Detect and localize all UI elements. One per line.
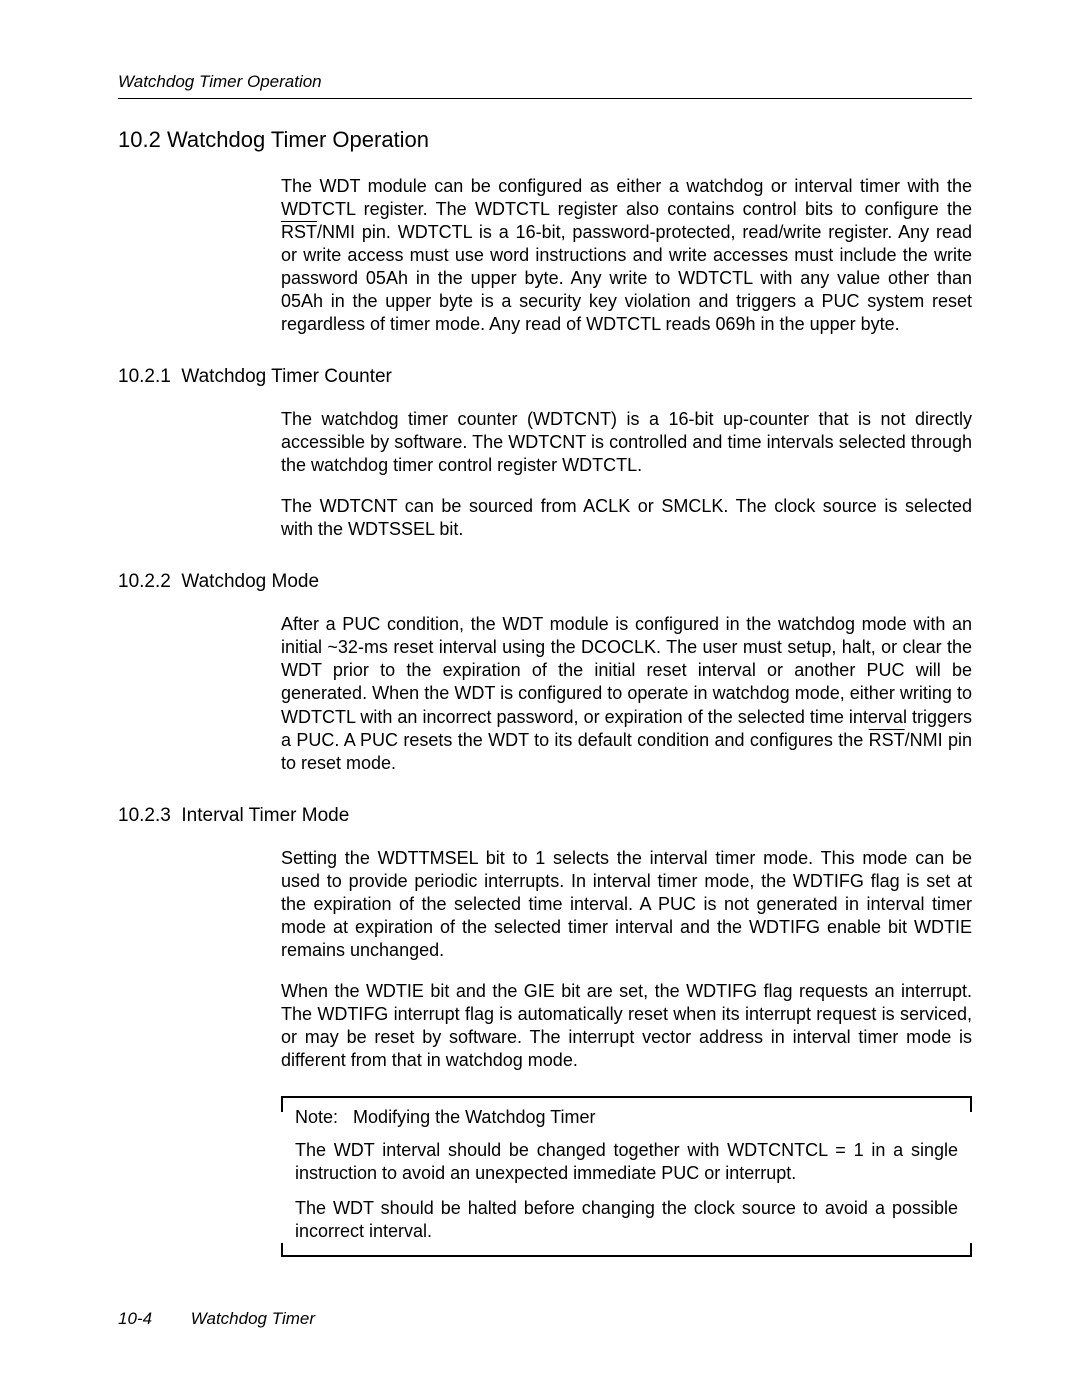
note-border-top	[295, 1096, 958, 1098]
section-title-text: Watchdog Timer Operation	[167, 127, 429, 152]
paragraph: The WDTCNT can be sourced from ACLK or S…	[281, 495, 972, 541]
paragraph: The watchdog timer counter (WDTCNT) is a…	[281, 408, 972, 477]
header-rule	[118, 98, 972, 99]
section-body: The WDT module can be configured as eith…	[281, 175, 972, 336]
page-footer: 10-4 Watchdog Timer	[118, 1309, 315, 1329]
subsection-number: 10.2.1	[118, 366, 171, 387]
intro-text-after: /NMI pin. WDTCTL is a 16-bit, password-p…	[281, 222, 972, 334]
intro-text-before: The WDT module can be configured as eith…	[281, 176, 972, 219]
note-paragraph: The WDT should be halted before changing…	[295, 1197, 958, 1243]
note-corner-bl	[281, 1243, 295, 1257]
subsection-heading: 10.2.3 Interval Timer Mode	[118, 805, 972, 827]
note-corner-br	[958, 1243, 972, 1257]
running-head: Watchdog Timer Operation	[118, 72, 972, 92]
page-number: 10-4	[118, 1309, 152, 1328]
paragraph: Setting the WDTTMSEL bit to 1 selects th…	[281, 847, 972, 962]
subsection-body: After a PUC condition, the WDT module is…	[281, 613, 972, 774]
section-number: 10.2	[118, 127, 161, 152]
chapter-title: Watchdog Timer	[191, 1309, 315, 1328]
subsection-heading: 10.2.2 Watchdog Mode	[118, 571, 972, 593]
note-box: Note: Modifying the Watchdog Timer The W…	[281, 1096, 972, 1257]
subsection-body: Setting the WDTTMSEL bit to 1 selects th…	[281, 847, 972, 1072]
section-heading: 10.2 Watchdog Timer Operation	[118, 127, 972, 153]
section-intro-paragraph: The WDT module can be configured as eith…	[281, 175, 972, 336]
note-title-text: Modifying the Watchdog Timer	[353, 1107, 595, 1127]
subsection-title-text: Interval Timer Mode	[181, 805, 349, 826]
note-paragraph: The WDT interval should be changed toget…	[295, 1139, 958, 1185]
subsection-number: 10.2.3	[118, 805, 171, 826]
subsection-number: 10.2.2	[118, 571, 171, 592]
paragraph: When the WDTIE bit and the GIE bit are s…	[281, 980, 972, 1072]
page: Watchdog Timer Operation 10.2 Watchdog T…	[0, 0, 1080, 1397]
rst-overline: RST	[869, 730, 905, 750]
note-label: Note:	[295, 1107, 338, 1127]
note-title: Note: Modifying the Watchdog Timer	[295, 1106, 958, 1129]
subsection-title-text: Watchdog Mode	[181, 571, 319, 592]
rst-overline: RST	[281, 222, 317, 242]
subsection-title-text: Watchdog Timer Counter	[181, 366, 392, 387]
subsection-heading: 10.2.1 Watchdog Timer Counter	[118, 366, 972, 388]
paragraph: After a PUC condition, the WDT module is…	[281, 613, 972, 774]
note-border-bottom	[295, 1255, 958, 1257]
subsection-body: The watchdog timer counter (WDTCNT) is a…	[281, 408, 972, 541]
